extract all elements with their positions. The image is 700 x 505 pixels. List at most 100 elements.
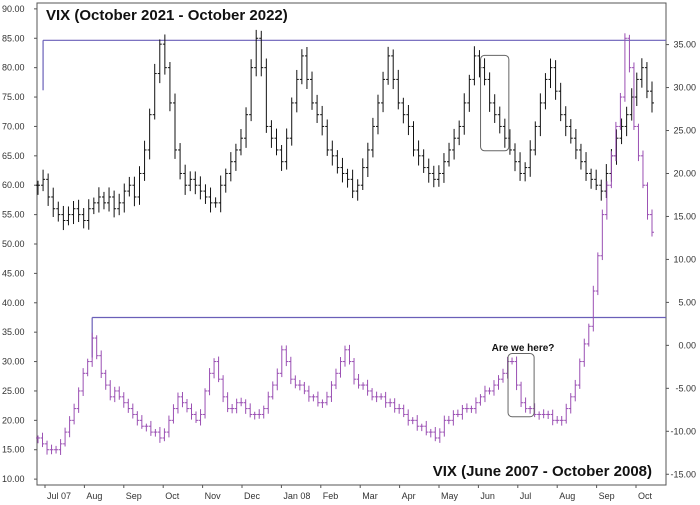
top-bar — [294, 69, 299, 113]
series-vix-2021-2022 — [36, 29, 654, 231]
bottom-bar — [528, 405, 533, 414]
top-bar — [228, 152, 233, 182]
bottom-bar — [221, 375, 226, 403]
x-tick-label: Sep — [599, 491, 615, 501]
bottom-bar — [148, 420, 153, 436]
top-bar — [157, 39, 162, 84]
bottom-bar — [103, 369, 108, 390]
top-bar — [462, 93, 467, 135]
top-bar — [624, 106, 629, 137]
bottom-bar — [207, 368, 212, 396]
bottom-bar — [618, 92, 623, 130]
top-bar — [304, 47, 309, 89]
bottom-bar — [302, 381, 307, 395]
top-bar — [41, 169, 46, 192]
top-bar — [122, 183, 127, 213]
x-tick-label: Oct — [638, 491, 653, 501]
bottom-bar — [577, 358, 582, 389]
left-tick-label: 90.00 — [2, 4, 25, 14]
bottom-bar — [361, 382, 366, 390]
top-bar — [345, 168, 350, 188]
top-bar — [563, 106, 568, 137]
bottom-bar — [415, 415, 420, 431]
top-bar — [502, 118, 507, 148]
top-bar — [178, 143, 183, 180]
right-tick-label: -10.00 — [670, 426, 696, 436]
top-bar — [558, 82, 563, 122]
top-bar — [259, 30, 264, 77]
bottom-bar — [424, 420, 429, 436]
right-tick-label: 30.00 — [673, 83, 696, 93]
bottom-bar — [464, 403, 469, 413]
top-bar — [568, 119, 573, 144]
bottom-bar — [216, 356, 221, 383]
top-bar — [330, 140, 335, 166]
top-bar — [411, 121, 416, 157]
top-bar — [269, 120, 274, 148]
top-bar — [447, 142, 452, 167]
top-bar — [634, 72, 639, 107]
left-tick-label: 20.00 — [2, 415, 25, 425]
bottom-bar — [320, 399, 325, 408]
top-bar — [244, 107, 249, 148]
bottom-bar — [184, 399, 189, 413]
right-tick-label: 15.00 — [673, 211, 696, 221]
bottom-bar — [54, 445, 59, 454]
chart-title-bottom: VIX (June 2007 - October 2008) — [433, 463, 652, 480]
top-bar — [391, 49, 396, 90]
bottom-bar — [473, 397, 478, 414]
bottom-bar — [352, 358, 357, 385]
top-bar — [167, 62, 172, 112]
bottom-bar — [203, 388, 208, 419]
x-tick-label: May — [441, 491, 459, 501]
top-bar — [117, 193, 122, 216]
x-tick-label: Dec — [244, 491, 261, 501]
bottom-bar — [225, 392, 230, 413]
bottom-bar — [379, 393, 384, 400]
bottom-bar — [609, 151, 614, 189]
bottom-bar — [496, 375, 501, 390]
left-tick-label: 40.00 — [2, 298, 25, 308]
top-bar — [375, 94, 380, 135]
bottom-bar — [640, 150, 645, 189]
top-bar — [101, 191, 106, 210]
left-tick-label: 70.00 — [2, 121, 25, 131]
top-bar — [350, 169, 355, 199]
left-tick-label: 30.00 — [2, 357, 25, 367]
x-tick-label: Aug — [86, 491, 102, 501]
bottom-bar — [433, 427, 438, 442]
x-tick-label: Sep — [126, 491, 142, 501]
top-bar — [650, 81, 654, 113]
bottom-bar — [270, 381, 275, 400]
top-bar — [320, 105, 325, 136]
bottom-bar — [419, 423, 424, 432]
bottom-bar — [135, 411, 140, 426]
bottom-bar — [519, 381, 524, 407]
bottom-bar — [76, 387, 81, 413]
right-tick-label: 0.00 — [678, 340, 696, 350]
top-bar — [492, 94, 497, 123]
top-bar — [533, 121, 538, 156]
bottom-bar — [573, 379, 578, 402]
top-bar — [548, 58, 553, 89]
bottom-bar — [157, 426, 162, 443]
top-bar — [274, 128, 279, 156]
plot-frame — [36, 2, 667, 486]
callout-box-bottom — [507, 353, 535, 418]
bottom-bar — [94, 335, 99, 360]
x-axis: Jul 07 Aug Sep Oct Nov Dec Jan 08 Feb Mar Apr May J… — [44, 485, 653, 501]
top-bar — [543, 73, 548, 110]
bottom-bar — [514, 356, 519, 391]
top-bar — [51, 187, 56, 218]
bottom-bar — [460, 404, 465, 420]
bottom-bar — [175, 392, 180, 414]
bottom-bar — [108, 380, 113, 401]
bottom-bar — [559, 416, 564, 426]
bottom-bar — [568, 393, 573, 414]
bottom-bar — [324, 391, 329, 406]
left-tick-label: 15.00 — [2, 445, 25, 455]
bottom-bar — [315, 391, 320, 407]
top-bar — [644, 62, 649, 99]
bottom-bar — [58, 439, 63, 455]
left-tick-label: 25.00 — [2, 386, 25, 396]
